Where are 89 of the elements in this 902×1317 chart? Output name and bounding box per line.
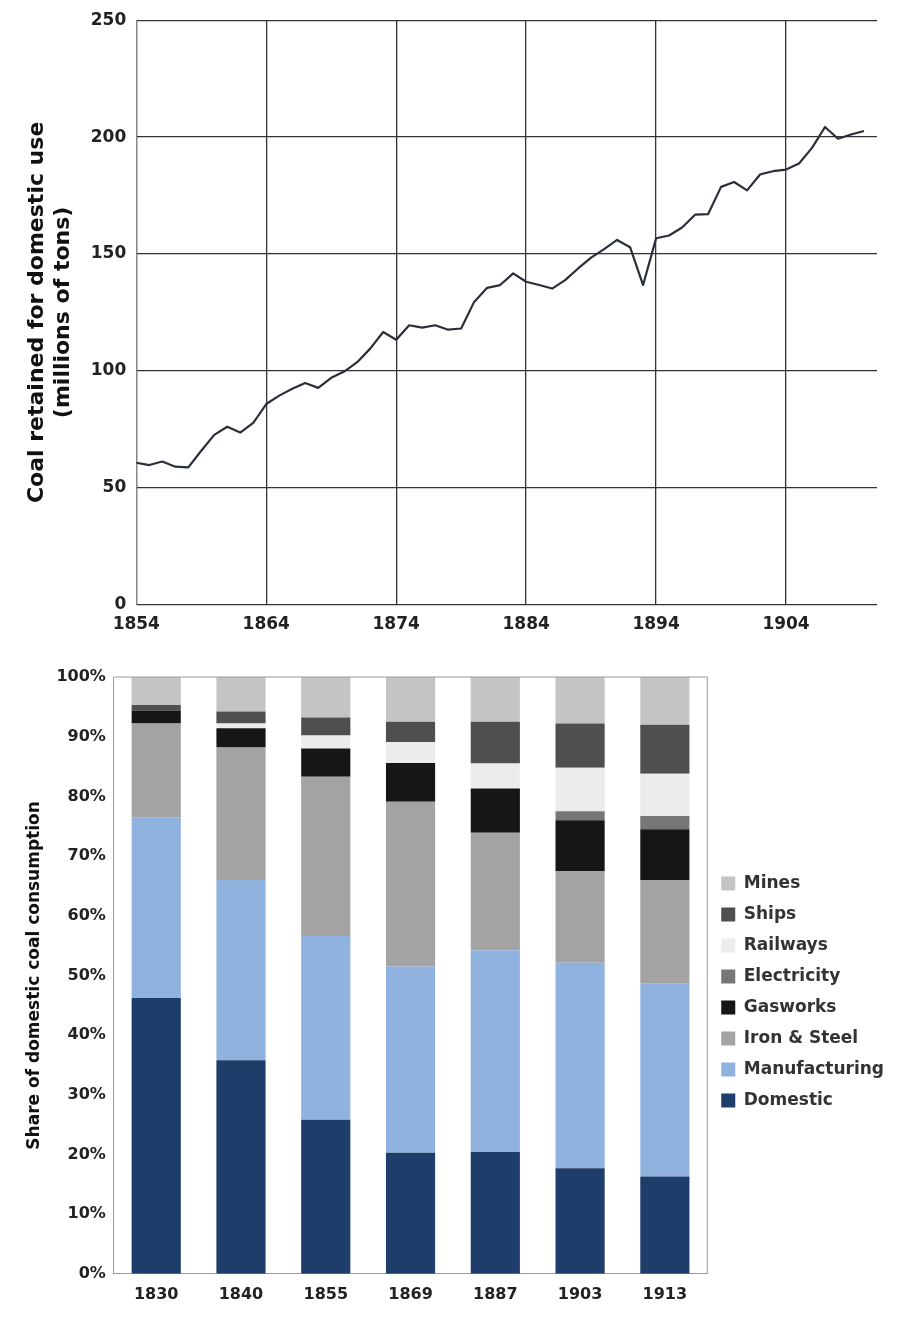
bar <box>216 728 266 748</box>
bar <box>555 677 605 724</box>
y-tick-label: 40% <box>67 1024 106 1044</box>
y-axis-title: Share of domestic coal consumption <box>22 801 43 1150</box>
x-tick-label: 1887 <box>473 1283 518 1303</box>
x-tick-label: 1830 <box>133 1283 179 1303</box>
bar <box>131 705 181 711</box>
legend-label: Iron & Steel <box>743 1026 859 1047</box>
x-tick-label: 1854 <box>112 613 161 634</box>
y-tick-label: 30% <box>67 1083 106 1103</box>
y-axis-title: Coal retained for domestic use (millions of tons) <box>22 121 75 504</box>
bar <box>555 870 605 963</box>
bar <box>555 962 605 1169</box>
bar <box>131 998 181 1274</box>
bar <box>555 1168 605 1274</box>
y-tick-label: 100 <box>90 359 127 380</box>
bar <box>301 936 351 1120</box>
bar <box>470 1152 520 1274</box>
bar <box>640 829 690 880</box>
bar <box>470 950 520 1153</box>
bar <box>385 677 436 722</box>
bar <box>216 879 266 1061</box>
y-tick-label: 70% <box>67 845 106 865</box>
bar <box>301 748 351 777</box>
bar <box>385 966 436 1153</box>
bar <box>640 773 690 817</box>
x-tick-label: 1894 <box>632 613 680 634</box>
x-tick-label: 1840 <box>218 1283 264 1303</box>
bar <box>301 717 351 736</box>
bar <box>555 820 605 871</box>
bar <box>385 742 436 763</box>
y-tick-label: 80% <box>67 785 106 805</box>
bar <box>640 816 690 830</box>
bar <box>216 747 266 880</box>
bar <box>385 801 436 967</box>
bar <box>216 711 266 724</box>
x-tick-label: 1864 <box>242 613 291 634</box>
bar <box>640 983 690 1177</box>
y-tick-label: 90% <box>67 725 106 745</box>
y-tick-label: 60% <box>67 904 106 924</box>
bar <box>385 762 436 802</box>
x-tick-label: 1884 <box>502 613 550 634</box>
y-tick-label: 200 <box>90 125 127 146</box>
y-tick-label: 150 <box>90 242 127 263</box>
y-tick-label: 50% <box>67 964 106 984</box>
bar <box>555 723 605 768</box>
y-tick-label: 0 <box>114 593 127 614</box>
y-tick-label: 20% <box>67 1143 106 1163</box>
bar <box>131 723 181 818</box>
bar <box>640 1176 690 1274</box>
bar <box>640 724 690 774</box>
y-tick-label: 50 <box>102 476 127 497</box>
x-tick-label: 1903 <box>557 1283 603 1303</box>
bar <box>301 677 351 718</box>
bar <box>216 1060 266 1274</box>
bar <box>470 788 520 833</box>
bar <box>640 879 690 984</box>
bar <box>385 721 436 743</box>
bar <box>640 677 690 725</box>
y-tick-label: 0% <box>78 1262 106 1282</box>
bar <box>385 1152 436 1274</box>
bar <box>131 817 181 999</box>
x-tick-label: 1904 <box>762 613 810 634</box>
y-tick-label: 250 <box>90 8 127 29</box>
y-tick-label: 10% <box>67 1203 106 1223</box>
legend-label: Railways <box>743 933 828 954</box>
bar <box>470 832 520 951</box>
bar <box>216 677 266 712</box>
legend-label: Domestic <box>743 1088 833 1109</box>
bar <box>470 677 520 722</box>
bar <box>470 763 520 789</box>
legend-label: Ships <box>743 902 797 923</box>
legend-label: Electricity <box>743 964 841 985</box>
bar <box>131 710 181 724</box>
bar <box>470 721 520 764</box>
bar <box>555 811 605 821</box>
x-tick-label: 1855 <box>303 1283 349 1303</box>
x-tick-label: 1913 <box>642 1283 688 1303</box>
legend-label: Mines <box>743 871 801 892</box>
bar <box>131 677 181 706</box>
bar <box>301 1119 351 1274</box>
bar <box>301 735 351 749</box>
y-tick-label: 100% <box>56 666 106 686</box>
x-tick-label: 1874 <box>372 613 421 634</box>
bar <box>555 767 605 812</box>
bar <box>301 776 351 937</box>
x-tick-label: 1869 <box>388 1283 433 1303</box>
legend-label: Gasworks <box>743 995 837 1016</box>
legend-label: Manufacturing <box>743 1057 884 1078</box>
